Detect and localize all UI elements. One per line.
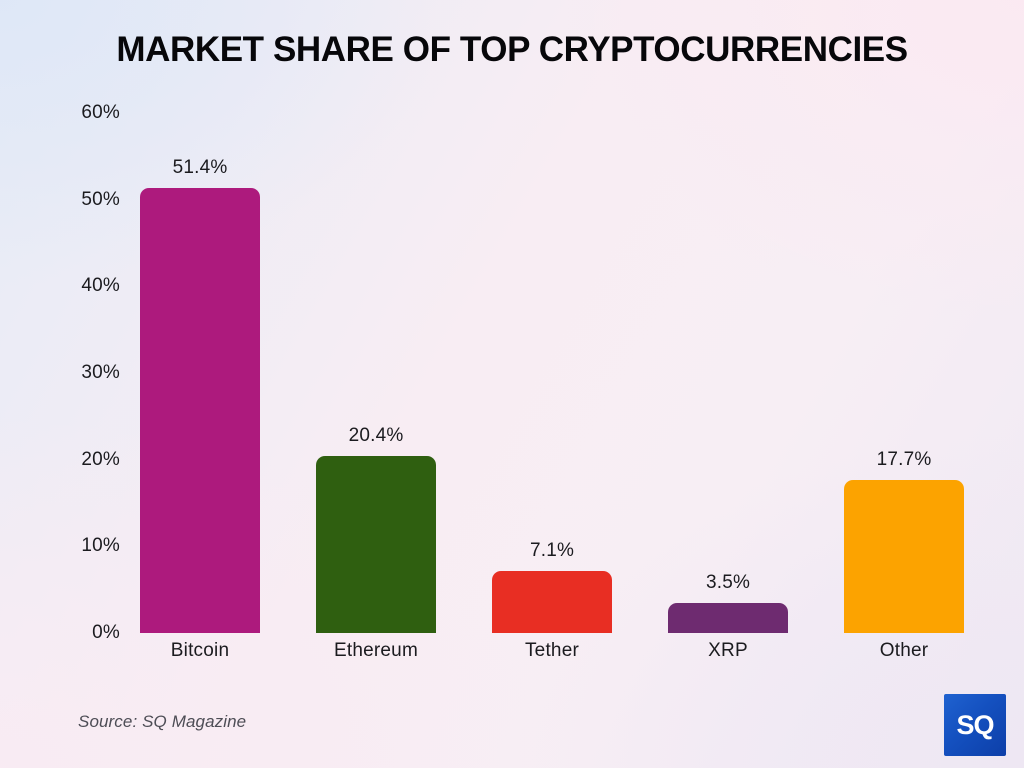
bar-slot: 7.1% [492,113,612,633]
x-axis-label: Tether [524,640,579,661]
bar-value-label: 3.5% [705,571,751,593]
y-axis-tick: 60% [81,102,120,123]
chart-plot-area: 51.4% 20.4% 7.1% 3.5% 17.7% [140,113,964,633]
x-axis-labels: Bitcoin Ethereum Tether XRP Other [140,640,964,662]
bar-slot: 51.4% [140,113,260,633]
x-axis-label: XRP [708,640,748,661]
sq-logo-text: SQ [956,709,994,740]
y-axis: 0% 10% 20% 30% 40% 50% 60% [0,102,136,643]
bar-group: 51.4% 20.4% 7.1% 3.5% 17.7% [140,113,964,633]
bar-bitcoin[interactable] [140,187,260,633]
x-axis-label: Other [879,640,929,661]
y-axis-tick: 20% [81,448,120,470]
bar-value-label: 51.4% [172,156,228,178]
x-axis-label: Bitcoin [170,640,230,661]
bar-slot: 3.5% [668,113,788,633]
bar-value-label: 7.1% [529,540,575,562]
sq-logo: SQ [944,694,1006,756]
y-axis-tick: 50% [81,188,120,210]
bar-slot: 17.7% [844,113,964,633]
bar-other[interactable] [844,479,964,633]
y-axis-tick: 30% [81,362,120,383]
bar-value-label: 17.7% [876,448,932,470]
page-title: MARKET SHARE OF TOP CRYPTOCURRENCIES [116,30,908,69]
x-axis-label: Ethereum [334,640,418,661]
y-axis-tick: 10% [81,535,120,557]
source-note: Source: SQ Magazine [78,712,247,731]
bar-slot: 20.4% [316,113,436,633]
bar-xrp[interactable] [668,602,788,633]
bar-ethereum[interactable] [316,456,436,633]
bar-tether[interactable] [492,571,612,633]
y-axis-tick: 40% [81,275,120,297]
y-axis-tick: 0% [92,622,120,643]
bar-value-label: 20.4% [348,425,404,447]
